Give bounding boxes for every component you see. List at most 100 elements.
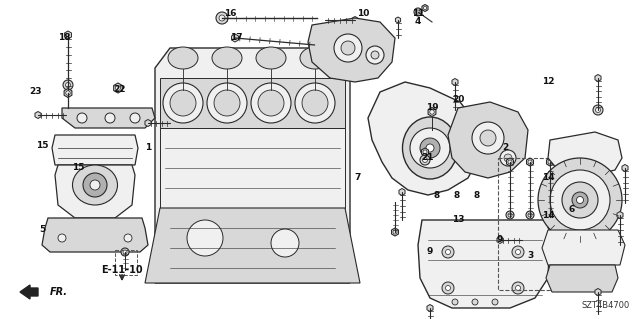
Circle shape — [472, 122, 504, 154]
Circle shape — [548, 160, 552, 164]
Text: 6: 6 — [569, 205, 575, 214]
Polygon shape — [542, 230, 625, 265]
Circle shape — [426, 144, 434, 152]
Ellipse shape — [256, 47, 286, 69]
Polygon shape — [352, 17, 358, 24]
Polygon shape — [448, 102, 528, 178]
Circle shape — [562, 182, 598, 218]
Bar — [498, 158, 570, 290]
Text: 5: 5 — [39, 226, 45, 234]
Text: 3: 3 — [527, 250, 533, 259]
Polygon shape — [595, 288, 601, 295]
Polygon shape — [548, 132, 622, 175]
Circle shape — [515, 286, 520, 291]
Circle shape — [506, 211, 514, 219]
Text: 16: 16 — [224, 10, 236, 19]
Polygon shape — [595, 75, 601, 81]
Polygon shape — [35, 112, 41, 118]
Text: 19: 19 — [426, 103, 438, 113]
Polygon shape — [368, 82, 480, 195]
Circle shape — [295, 83, 335, 123]
Ellipse shape — [403, 117, 458, 179]
Circle shape — [508, 160, 512, 164]
Polygon shape — [506, 158, 513, 166]
Circle shape — [63, 80, 73, 90]
Circle shape — [251, 83, 291, 123]
Circle shape — [472, 299, 478, 305]
Circle shape — [420, 138, 440, 158]
Circle shape — [216, 12, 228, 24]
Text: 4: 4 — [415, 18, 421, 26]
Text: 13: 13 — [452, 216, 464, 225]
Circle shape — [207, 83, 247, 123]
Polygon shape — [62, 108, 155, 128]
Polygon shape — [64, 88, 72, 98]
Polygon shape — [546, 265, 618, 292]
Circle shape — [115, 85, 120, 91]
Polygon shape — [497, 236, 503, 243]
Circle shape — [445, 286, 451, 291]
Circle shape — [414, 8, 422, 16]
Circle shape — [500, 150, 516, 166]
Circle shape — [302, 90, 328, 116]
Circle shape — [442, 282, 454, 294]
Polygon shape — [160, 128, 345, 208]
Polygon shape — [399, 189, 405, 196]
Circle shape — [258, 90, 284, 116]
Polygon shape — [617, 211, 623, 219]
Polygon shape — [308, 18, 395, 82]
Circle shape — [187, 220, 223, 256]
Circle shape — [105, 113, 115, 123]
Circle shape — [480, 130, 496, 146]
Circle shape — [90, 180, 100, 190]
Circle shape — [546, 211, 554, 219]
Circle shape — [58, 234, 66, 242]
Circle shape — [512, 246, 524, 258]
Circle shape — [423, 6, 427, 10]
Circle shape — [219, 15, 225, 21]
Polygon shape — [418, 220, 550, 308]
Circle shape — [214, 90, 240, 116]
Text: FR.: FR. — [50, 287, 68, 297]
Text: 22: 22 — [114, 85, 126, 94]
Circle shape — [334, 34, 362, 62]
Text: 7: 7 — [355, 174, 361, 182]
Circle shape — [371, 51, 379, 59]
Circle shape — [593, 105, 603, 115]
Polygon shape — [422, 4, 428, 11]
Polygon shape — [547, 158, 554, 166]
Text: SZT4B4700: SZT4B4700 — [582, 301, 630, 310]
Polygon shape — [145, 208, 360, 283]
Ellipse shape — [168, 47, 198, 69]
Circle shape — [123, 250, 127, 254]
Text: 14: 14 — [541, 174, 554, 182]
Circle shape — [65, 83, 70, 87]
Circle shape — [163, 83, 203, 123]
Text: 12: 12 — [541, 78, 554, 86]
Text: 20: 20 — [452, 95, 464, 105]
Text: 9: 9 — [427, 248, 433, 256]
Ellipse shape — [72, 165, 118, 205]
Circle shape — [572, 192, 588, 208]
Circle shape — [422, 158, 428, 162]
Circle shape — [595, 108, 600, 113]
Circle shape — [341, 41, 355, 55]
Text: 15: 15 — [72, 164, 84, 173]
FancyArrow shape — [20, 285, 38, 299]
Circle shape — [170, 90, 196, 116]
Circle shape — [526, 211, 534, 219]
Circle shape — [508, 213, 512, 217]
Text: 18: 18 — [58, 33, 70, 42]
Circle shape — [77, 113, 87, 123]
Text: 17: 17 — [230, 33, 243, 42]
Text: 21: 21 — [422, 153, 435, 162]
Polygon shape — [42, 218, 148, 252]
Circle shape — [423, 150, 427, 154]
Circle shape — [416, 10, 420, 14]
Circle shape — [452, 299, 458, 305]
Circle shape — [492, 299, 498, 305]
Polygon shape — [422, 148, 428, 156]
Polygon shape — [452, 78, 458, 85]
Circle shape — [577, 197, 584, 204]
Circle shape — [538, 158, 622, 242]
